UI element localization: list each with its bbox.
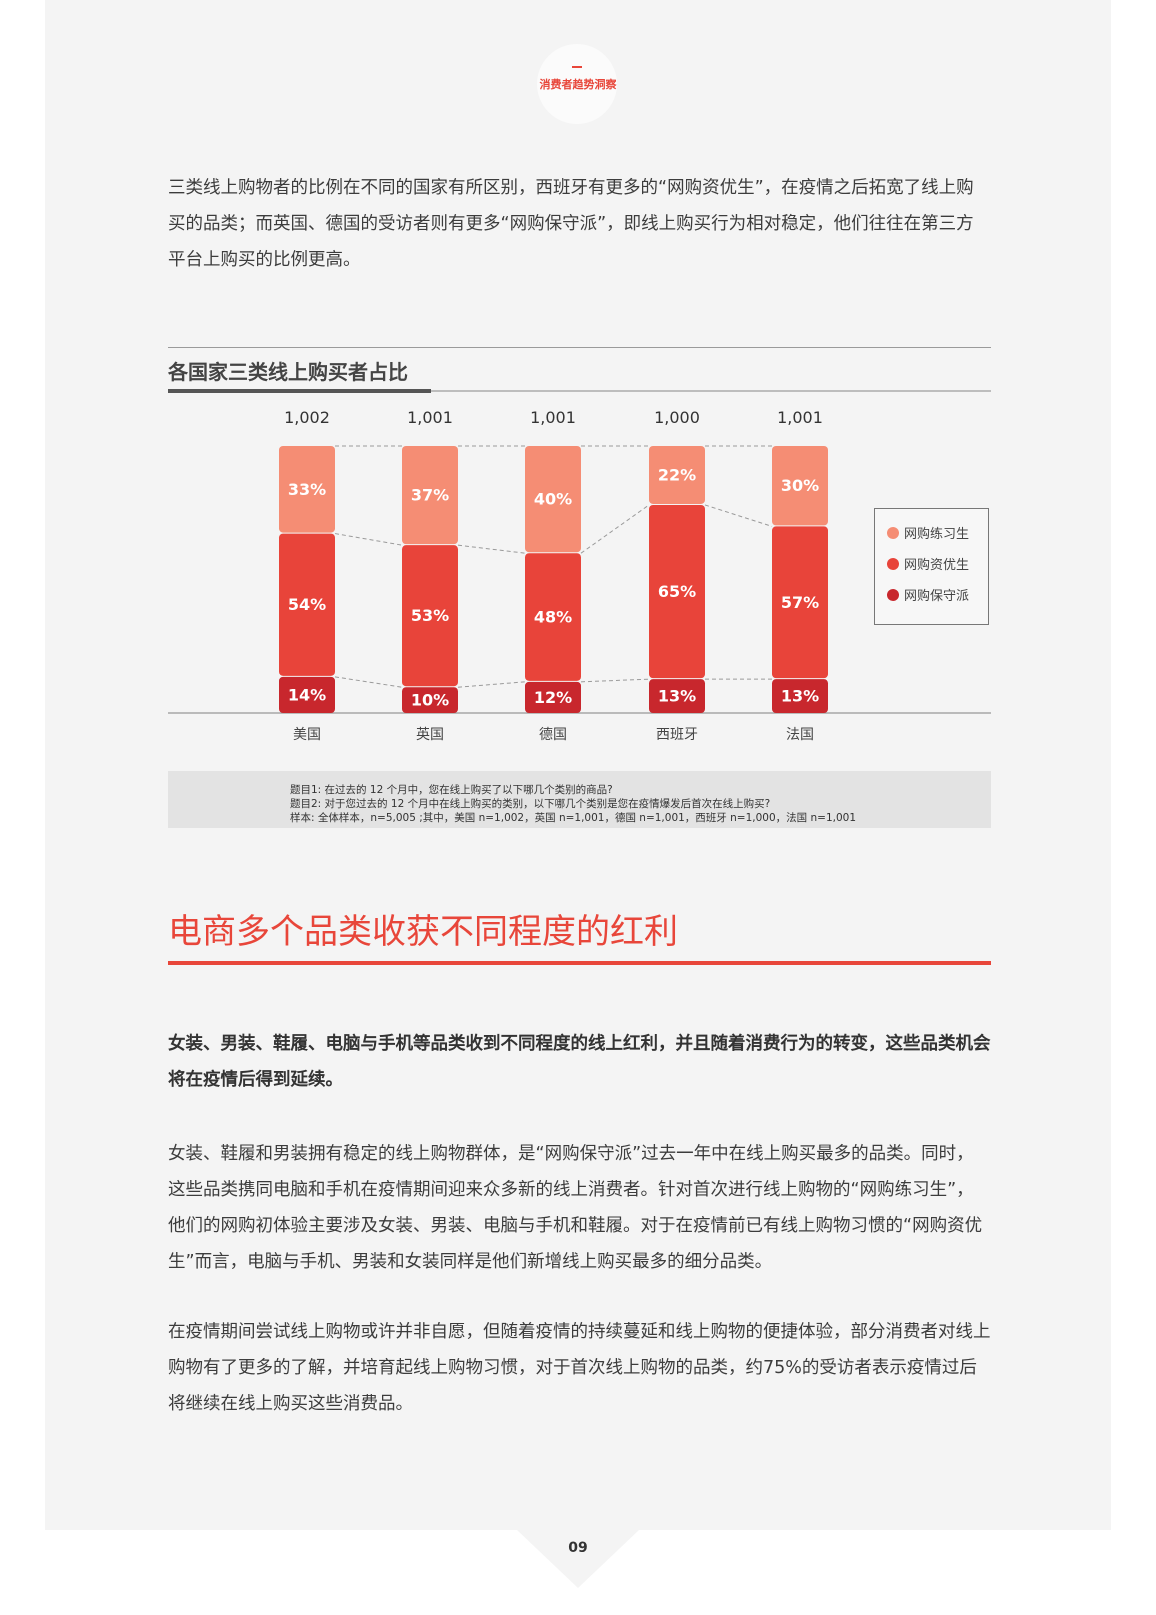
body-paragraph: 女装、鞋履和男装拥有稳定的线上购物群体，是“网购保守派”过去一年中在线上购买最多… — [168, 1144, 983, 1272]
bar-segment — [649, 679, 705, 713]
key-finding-paragraph: 女装、男装、鞋履、电脑与手机等品类收到不同程度的线上红利，并且随着消费行为的转变… — [168, 1034, 991, 1090]
chart-title-line — [168, 390, 991, 392]
connector-line — [334, 676, 403, 688]
connector-line — [580, 678, 650, 683]
section-title: 电商多个品类收获不同程度的红利 — [168, 912, 678, 952]
category-label: 西班牙 — [656, 727, 698, 743]
body-paragraph: 在疫情期间尝试线上购物或许并非自愿，但随着疫情的持续蔓延和线上购物的便捷体验，部… — [168, 1322, 991, 1414]
header-label: 消费者趋势洞察 — [539, 78, 617, 91]
bar-segment — [279, 676, 335, 713]
chart-notes-box: 题目1: 在过去的 12 个月中，您在线上购买了以下哪几个类别的商品? 题目2:… — [168, 771, 991, 828]
bar-segment — [649, 504, 705, 679]
bar-segment — [525, 681, 581, 713]
category-label: 英国 — [416, 726, 444, 743]
bar-segment — [525, 446, 581, 553]
data-label: 48% — [534, 608, 572, 627]
page-background — [45, 0, 1111, 1530]
header-dash — [572, 66, 582, 68]
data-label: 13% — [658, 687, 696, 706]
legend-label: 网购资优生 — [904, 558, 970, 573]
legend-item: 网购资优生 — [875, 548, 988, 579]
legend-label: 网购练习生 — [904, 527, 970, 542]
data-label: 54% — [288, 595, 326, 614]
legend-item: 网购保守派 — [875, 579, 988, 610]
data-label: 22% — [658, 465, 696, 484]
note-question-1: 题目1: 在过去的 12 个月中，您在线上购买了以下哪几个类别的商品? — [290, 784, 613, 796]
legend-item: 网购练习生 — [875, 517, 988, 548]
total-label: 1,000 — [654, 408, 700, 427]
data-label: 12% — [534, 688, 572, 707]
data-label: 53% — [411, 606, 449, 625]
note-sample: 样本: 全体样本，n=5,005 ;其中，美国 n=1,002，英国 n=1,0… — [290, 812, 857, 824]
footer-notch — [517, 1530, 639, 1588]
page-number: 09 — [568, 1540, 588, 1556]
category-label: 美国 — [293, 727, 321, 743]
bar-segment — [279, 446, 335, 533]
bar-segment — [772, 679, 828, 713]
section-title-rule — [168, 961, 991, 965]
legend-dot — [887, 526, 899, 539]
data-label: 57% — [781, 593, 819, 612]
note-question-2: 题目2: 对于您过去的 12 个月中在线上购买的类别，以下哪几个类别是您在疫情爆… — [290, 798, 771, 810]
total-label: 1,001 — [530, 408, 576, 427]
chart-legend: 网购练习生 网购资优生 网购保守派 — [874, 508, 989, 625]
bar-segment — [279, 533, 335, 676]
chart-top-divider — [168, 347, 991, 348]
bar-segment — [525, 553, 581, 681]
bar-segment — [772, 526, 828, 679]
connector-line — [580, 504, 650, 554]
total-label: 1,001 — [777, 408, 823, 427]
bar-segment — [402, 687, 458, 713]
total-label: 1,001 — [407, 408, 453, 427]
connector-line — [457, 681, 526, 688]
data-label: 30% — [781, 476, 819, 495]
legend-dot — [887, 588, 899, 601]
legend-label: 网购保守派 — [904, 589, 970, 604]
connector-line — [457, 544, 526, 554]
header-tab — [537, 44, 617, 124]
stacked-bar-chart: 14% 54% 33% 1,002 美国 10% 53% 37% 1,001 英国 12% 48% 40… — [168, 408, 991, 743]
category-label: 德国 — [539, 727, 567, 743]
total-label: 1,002 — [284, 408, 330, 427]
bar-segment — [649, 446, 705, 504]
data-label: 33% — [288, 480, 326, 499]
data-label: 10% — [411, 691, 449, 710]
data-label: 65% — [658, 582, 696, 601]
bar-segment — [402, 446, 458, 545]
connector-line — [704, 504, 773, 527]
data-label: 13% — [781, 687, 819, 706]
bar-segment — [772, 446, 828, 526]
data-label: 14% — [288, 685, 326, 704]
bar-segment — [402, 545, 458, 687]
category-label: 法国 — [786, 727, 814, 743]
data-label: 37% — [411, 486, 449, 505]
chart-title-underline — [168, 389, 431, 393]
intro-paragraph: 三类线上购物者的比例在不同的国家有所区别，西班牙有更多的“网购资优生”，在疫情之… — [168, 178, 974, 270]
legend-dot — [887, 557, 899, 570]
chart-title: 各国家三类线上购买者占比 — [168, 360, 408, 384]
data-label: 40% — [534, 490, 572, 509]
connector-line — [334, 533, 403, 546]
